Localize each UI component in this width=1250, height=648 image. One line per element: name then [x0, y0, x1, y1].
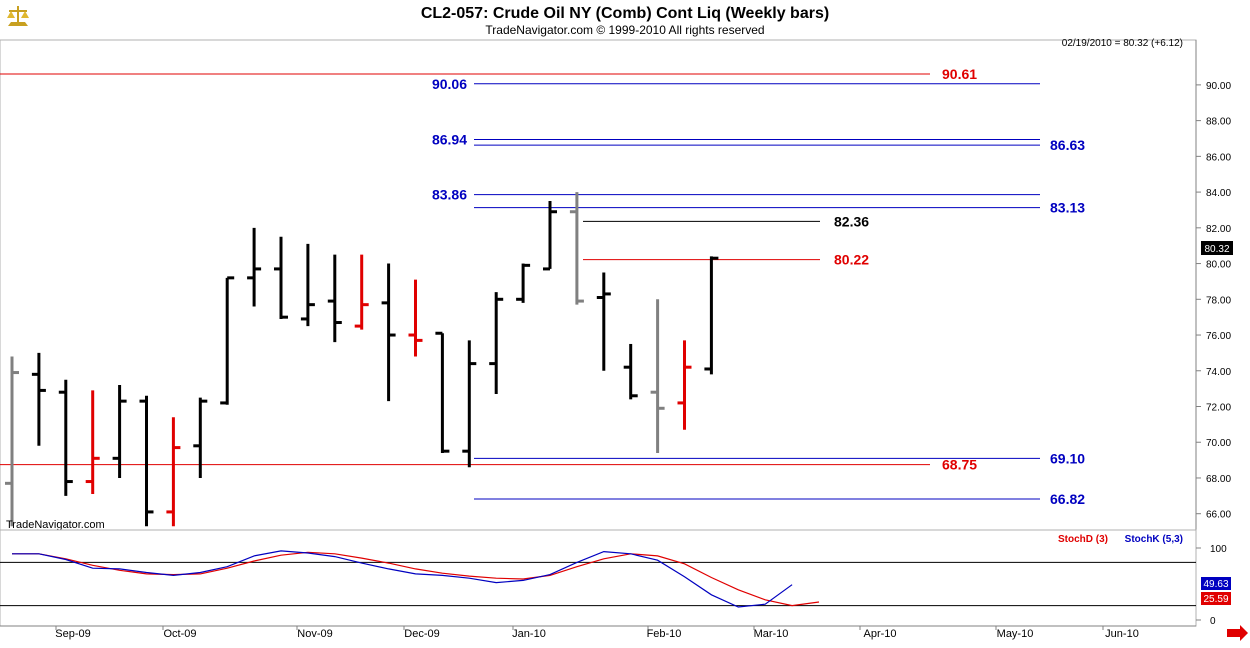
ohlc-bar [58, 379, 73, 496]
level-label: 90.06 [432, 76, 467, 92]
price-tick-label: 70.00 [1206, 438, 1231, 449]
time-tick-label: Sep-09 [55, 628, 90, 640]
price-tick-label: 66.00 [1206, 510, 1231, 521]
ohlc-bar [247, 227, 262, 307]
price-tick-label: 84.00 [1206, 188, 1231, 199]
stochastic-last-box [1201, 577, 1231, 590]
stochastic-last-values: 49.63 25.59 [1201, 577, 1231, 605]
ohlc-bar [516, 263, 531, 303]
level-label: 83.13 [1050, 200, 1085, 216]
stochastic-tick-label: 0 [1210, 616, 1216, 627]
price-tick-label: 82.00 [1206, 224, 1231, 235]
level-label: 66.82 [1050, 491, 1085, 507]
ohlc-bar [193, 397, 208, 478]
time-tick-label: Mar-10 [754, 628, 789, 640]
stochastic-series-line [12, 550, 793, 608]
ohlc-bar [650, 299, 665, 453]
ohlc-bar [462, 340, 477, 468]
chart-title: CL2-057: Crude Oil NY (Comb) Cont Liq (W… [421, 5, 829, 22]
ohlc-bar [381, 263, 396, 402]
level-label: 83.86 [432, 187, 467, 203]
price-tick-label: 90.00 [1206, 81, 1231, 92]
time-tick-label: Apr-10 [863, 628, 896, 640]
price-tick-label: 74.00 [1206, 367, 1231, 378]
price-tick-label: 88.00 [1206, 117, 1231, 128]
time-tick-label: May-10 [997, 628, 1034, 640]
ohlc-bar [112, 385, 127, 478]
time-axis: Sep-09 Oct-09 Nov-09 Dec-09 Jan-10 Feb-10 Mar-… [0, 625, 1196, 640]
last-price-box [1201, 241, 1233, 255]
time-tick-label: Feb-10 [647, 628, 682, 640]
price-tick-label: 76.00 [1206, 331, 1231, 342]
legend-stoch-d: StochD (3) [1058, 534, 1108, 545]
stochastic-panel [0, 529, 1197, 627]
price-panel [0, 39, 1197, 531]
stochastic-axis: 0 100 [0, 544, 1227, 627]
ohlc-bar [435, 331, 450, 453]
watermark-text: TradeNavigator.com [6, 519, 105, 531]
level-label: 86.94 [432, 132, 467, 148]
price-tick-label: 86.00 [1206, 152, 1231, 163]
time-tick-label: Dec-09 [404, 628, 439, 640]
time-tick-label: Oct-09 [163, 628, 196, 640]
logo-icon [4, 4, 32, 30]
ohlc-bar [300, 243, 315, 327]
price-tick-label: 68.00 [1206, 474, 1231, 485]
ohlc-bar [596, 272, 611, 371]
last-price-info: 02/19/2010 = 80.32 (+6.12) [1062, 38, 1183, 49]
last-price-label: 80.32 [1204, 244, 1229, 255]
ohlc-bar [543, 201, 557, 271]
scroll-right-icon[interactable] [1227, 625, 1248, 641]
level-label: 86.63 [1050, 137, 1085, 153]
level-label: 90.61 [942, 66, 977, 82]
level-label: 82.36 [834, 213, 869, 229]
time-tick-label: Jan-10 [512, 628, 546, 640]
level-label: 80.22 [834, 252, 869, 268]
time-tick-label: Nov-09 [297, 628, 332, 640]
stochastic-lines [12, 550, 820, 608]
stochastic-last-box [1201, 592, 1231, 605]
legend-stoch-k: StochK (5,3) [1125, 534, 1183, 545]
time-tick-label: Jun-10 [1105, 628, 1139, 640]
price-tick-label: 78.00 [1206, 295, 1231, 306]
ohlc-bar [220, 276, 235, 405]
ohlc-bar [5, 356, 19, 527]
ohlc-bar [166, 417, 181, 527]
stochastic-series-line [12, 551, 820, 607]
price-axis: 66.00 68.00 70.00 72.00 74.00 76.00 78.00 80.00… [1196, 81, 1231, 521]
price-tick-label: 72.00 [1206, 403, 1231, 414]
ohlc-bar [569, 192, 584, 305]
ohlc-bar [85, 390, 100, 495]
stochastic-tick-label: 100 [1210, 544, 1227, 555]
ohlc-bar [31, 352, 46, 446]
ohlc-bar [327, 254, 342, 343]
ohlc-bar [677, 340, 692, 430]
level-label: 68.75 [942, 457, 977, 473]
ohlc-bar [623, 343, 638, 400]
support-resistance-levels: 90.61 90.06 86.94 86.63 83.86 83.13 82.36 80.22… [0, 66, 1085, 507]
ohlc-bar [704, 256, 719, 375]
copyright-text: TradeNavigator.com © 1999-2010 All right… [485, 23, 764, 37]
ohlc-bar [489, 292, 504, 394]
ohlc-bar [274, 236, 288, 319]
ohlc-bar [408, 279, 423, 357]
ohlc-bar [354, 254, 369, 330]
stochastic-last-label: 25.59 [1203, 594, 1228, 605]
stochastic-last-label: 49.63 [1203, 579, 1228, 590]
price-tick-label: 80.00 [1206, 260, 1231, 271]
ohlc-bar [139, 395, 154, 527]
level-label: 69.10 [1050, 450, 1085, 466]
ohlc-bars [5, 192, 719, 527]
